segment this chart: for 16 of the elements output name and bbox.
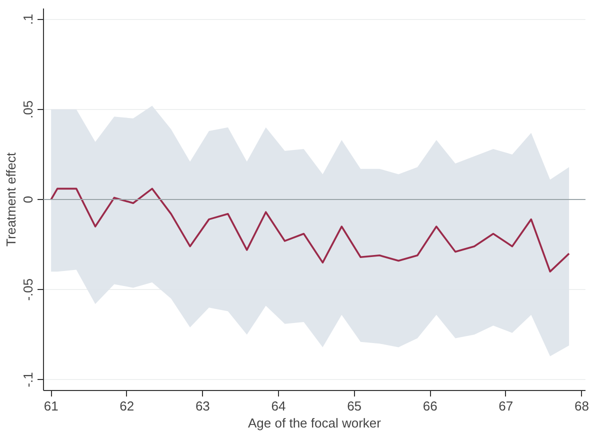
x-tick-label: 63: [195, 398, 210, 414]
x-tick-label: 62: [120, 398, 134, 414]
x-axis-title: Age of the focal worker: [248, 416, 382, 430]
y-tick-label: .05: [20, 100, 36, 118]
line-series: [50, 188, 570, 272]
x-tick-label: 61: [44, 398, 58, 414]
y-tick-label: -.1: [20, 372, 36, 388]
x-tick-label: 66: [422, 398, 438, 414]
y-tick-label: .1: [20, 14, 36, 25]
y-tick-label: 0: [20, 196, 36, 204]
x-tick-label: 65: [347, 398, 362, 414]
x-tick-label: 68: [574, 398, 589, 414]
x-tick-label: 67: [498, 398, 514, 414]
y-tick-label: -.05: [20, 278, 36, 301]
y-axis-title: Treatment effect: [4, 152, 18, 246]
x-tick-label: 64: [271, 398, 286, 414]
